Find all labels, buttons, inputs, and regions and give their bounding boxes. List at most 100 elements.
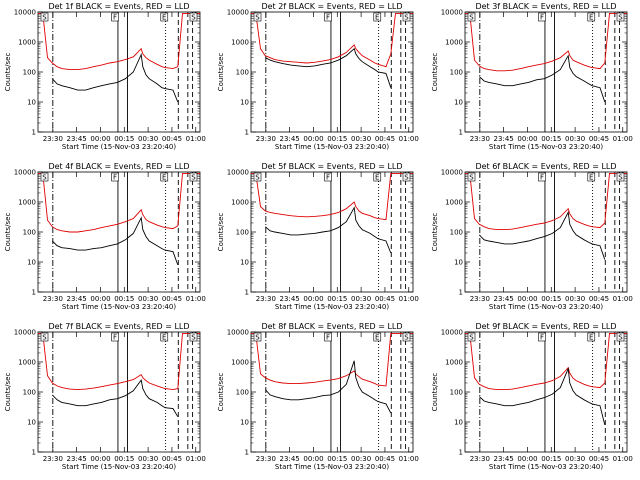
flag-marker-box: [253, 172, 262, 182]
x-tick-label: 00:00: [90, 295, 110, 303]
x-tick-label: 00:15: [327, 295, 347, 303]
y-tick-label: 100: [23, 389, 36, 397]
plot-frame: [250, 331, 414, 453]
flag-marker-box: [587, 172, 596, 182]
flag-marker-label: S: [191, 174, 196, 182]
panel-3f: Det 3f BLACK = Events, RED = LLD 1 10 100 10…: [431, 2, 633, 151]
y-axis-label: Counts/sec: [217, 373, 225, 412]
x-axis-label: Start Time (15-Nov-03 23:20:40): [489, 143, 603, 151]
series-events-line: [265, 206, 392, 254]
panel-5f: Det 5f BLACK = Events, RED = LLD 1 10 100 10…: [217, 162, 419, 311]
y-tick-label: 10: [240, 99, 249, 107]
x-tick-label: 23:30: [43, 135, 63, 143]
x-tick-label: 00:30: [138, 295, 158, 303]
x-tick-label: 23:45: [67, 295, 87, 303]
x-tick-label: 01:00: [613, 295, 633, 303]
y-tick-label: 1000: [445, 39, 463, 47]
flag-marker-box: [160, 172, 169, 182]
y-tick-label: 100: [23, 69, 36, 77]
x-tick-label: 00:30: [565, 135, 585, 143]
series-lld-line: [465, 12, 627, 72]
x-tick-label: 01:00: [399, 455, 419, 463]
flag-marker-label: F: [326, 14, 330, 22]
flag-marker-box: [402, 12, 411, 22]
y-tick-label: 10000: [227, 9, 249, 17]
x-tick-label: 23:30: [470, 455, 490, 463]
flag-marker-label: E: [375, 174, 379, 182]
x-tick-label: 23:45: [280, 295, 300, 303]
flag-marker-label: F: [326, 334, 330, 342]
y-tick-label: 100: [450, 69, 463, 77]
flag-marker-label: S: [404, 334, 409, 342]
y-tick-label: 100: [236, 389, 249, 397]
y-tick-label: 10: [454, 99, 463, 107]
flag-marker-box: [189, 172, 198, 182]
y-tick-label: 1: [245, 129, 249, 137]
y-tick-label: 1: [32, 289, 36, 297]
flag-marker-box: [111, 172, 119, 182]
flag-marker-box: [467, 172, 476, 182]
x-tick-label: 00:15: [114, 455, 134, 463]
x-tick-label: 01:00: [186, 135, 206, 143]
x-tick-label: 23:30: [43, 295, 63, 303]
panel-4f: Det 4f BLACK = Events, RED = LLD 1 10 100 10…: [4, 162, 206, 311]
y-tick-label: 100: [450, 389, 463, 397]
flag-marker-box: [616, 12, 625, 22]
x-tick-label: 23:30: [470, 135, 490, 143]
x-tick-label: 00:45: [162, 135, 182, 143]
x-tick-label: 00:45: [375, 455, 395, 463]
flag-marker-label: S: [404, 14, 409, 22]
series-events-line: [265, 47, 392, 88]
x-tick-label: 00:00: [303, 455, 323, 463]
x-axis-label: Start Time (15-Nov-03 23:20:40): [62, 303, 176, 311]
flag-marker-label: S: [42, 334, 47, 342]
x-axis-label: Start Time (15-Nov-03 23:20:40): [275, 143, 389, 151]
panel-7f: Det 7f BLACK = Events, RED = LLD 1 10 100 10…: [4, 322, 206, 471]
panel-title: Det 1f BLACK = Events, RED = LLD: [48, 2, 189, 11]
series-events-line: [51, 216, 179, 266]
series-events-line: [478, 210, 606, 260]
panel-1f: Det 1f BLACK = Events, RED = LLD 1 10 100 10…: [4, 2, 206, 151]
panel-title: Det 7f BLACK = Events, RED = LLD: [48, 322, 189, 331]
x-tick-label: 23:30: [256, 455, 276, 463]
x-tick-label: 00:30: [565, 295, 585, 303]
y-tick-label: 10: [454, 259, 463, 267]
flag-marker-box: [467, 12, 476, 22]
flag-marker-label: F: [113, 334, 117, 342]
y-tick-label: 10000: [227, 169, 249, 177]
x-tick-label: 00:30: [351, 135, 371, 143]
y-tick-label: 1: [459, 289, 463, 297]
flag-marker-box: [538, 332, 546, 342]
flag-marker-label: E: [589, 14, 593, 22]
y-tick-label: 1000: [231, 359, 249, 367]
y-tick-label: 10000: [14, 169, 36, 177]
x-tick-label: 00:45: [589, 135, 609, 143]
series-events-line: [478, 54, 606, 103]
series-events-line: [264, 360, 392, 414]
x-tick-label: 00:45: [162, 295, 182, 303]
flag-marker-label: E: [589, 334, 593, 342]
y-tick-label: 1000: [231, 199, 249, 207]
x-tick-label: 23:30: [43, 455, 63, 463]
y-tick-label: 1: [245, 449, 249, 457]
x-tick-label: 00:30: [138, 135, 158, 143]
x-tick-label: 23:45: [280, 135, 300, 143]
y-tick-label: 10: [27, 99, 36, 107]
flag-marker-label: S: [404, 174, 409, 182]
flag-marker-box: [40, 332, 49, 342]
panel-title: Det 3f BLACK = Events, RED = LLD: [475, 2, 616, 11]
flag-marker-box: [40, 12, 49, 22]
plot-frame: [464, 331, 628, 453]
x-axis-label: Start Time (15-Nov-03 23:20:40): [489, 303, 603, 311]
x-tick-label: 00:00: [517, 135, 537, 143]
plot-frame: [464, 11, 628, 133]
series-lld-line: [465, 332, 627, 391]
y-axis-label: Counts/sec: [431, 373, 439, 412]
plot-frame: [250, 11, 414, 133]
y-tick-label: 10: [454, 419, 463, 427]
flag-marker-label: S: [469, 14, 474, 22]
x-tick-label: 00:30: [351, 295, 371, 303]
y-tick-label: 10000: [441, 9, 463, 17]
panel-title: Det 8f BLACK = Events, RED = LLD: [261, 322, 402, 331]
